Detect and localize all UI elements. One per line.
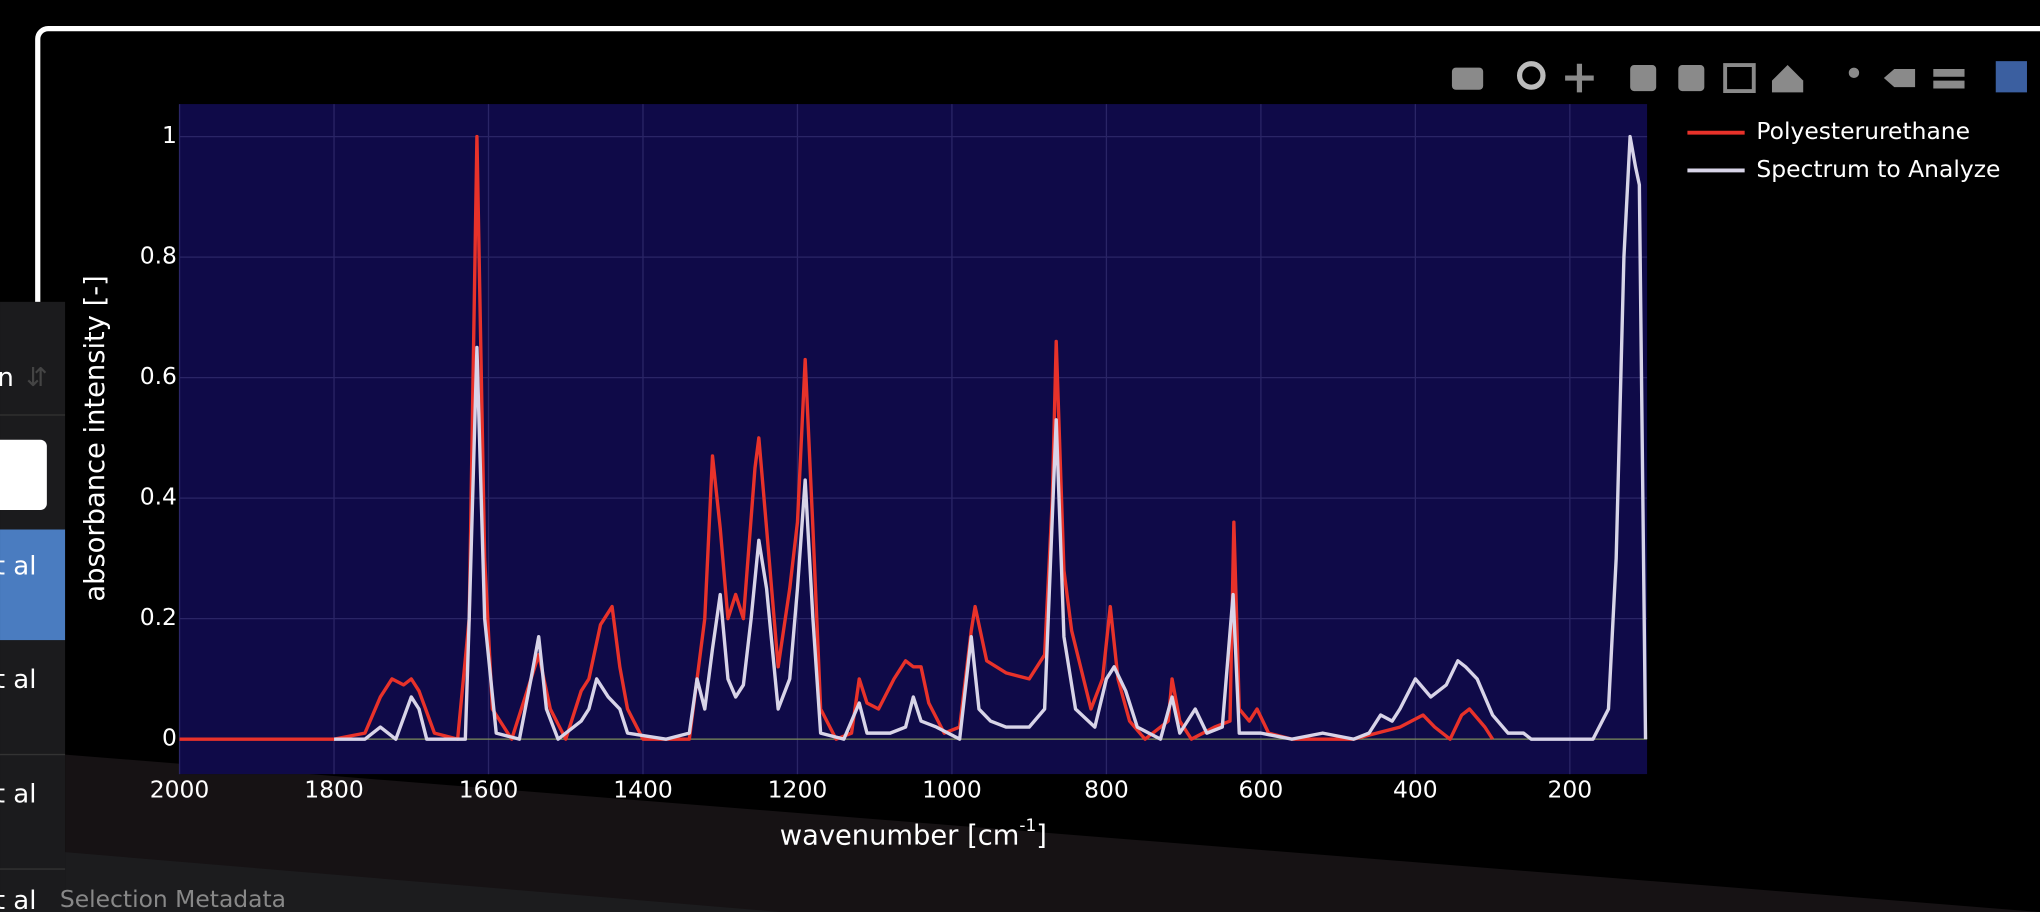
y-tick-label: 0.8 [140,242,177,270]
legend-label: Spectrum to Analyze [1756,155,2000,183]
input-box[interactable] [0,439,47,510]
sidebar-text[interactable]: t al [0,886,36,912]
zoom-in-button[interactable] [1630,65,1657,92]
y-axis-title: absorbance intensity [-] [80,275,111,601]
y-tick-label: 0 [162,724,177,752]
x-tick-label: 2000 [150,776,210,804]
spike-button[interactable] [1848,67,1860,79]
x-tick-label: 1400 [613,776,673,804]
section-title: Selection Metadata [60,885,286,912]
plotly-logo[interactable] [1995,61,2027,93]
x-tick-label: 1200 [768,776,828,804]
y-tick-label: 0.6 [140,362,177,390]
sidebar-text[interactable]: t al [0,552,36,582]
x-tick-label: 1600 [459,776,519,804]
y-tick-label: 0.2 [140,603,177,631]
sort-icon[interactable]: ⇵ [26,363,48,393]
sidebar-text[interactable]: t al [0,779,36,809]
x-tick-label: 800 [1084,776,1129,804]
toolbar [1451,61,2027,94]
zoom-out-button[interactable] [1678,65,1705,92]
y-tick-label: 0.4 [140,483,177,511]
series-line [334,134,1648,741]
sidebar-text: n [0,363,14,393]
hover-closest-button[interactable] [1883,68,1916,88]
x-tick-label: 200 [1547,776,1592,804]
x-tick-label: 400 [1393,776,1438,804]
y-tick-label: 1 [162,121,177,149]
x-axis-title-sup: -1 [1019,815,1036,835]
x-tick-label: 1800 [304,776,364,804]
x-axis-title-text: wavenumber [cm [780,820,1020,851]
zoom-button[interactable] [1516,61,1546,90]
selected-row[interactable] [0,529,66,641]
camera-button[interactable] [1451,67,1484,90]
pan-button[interactable] [1565,63,1594,93]
legend-label: Polyesterurethane [1756,117,1970,145]
x-tick-label: 1000 [922,776,982,804]
sidebar-text[interactable]: t al [0,665,36,695]
x-axis-title: wavenumber [cm-1] [780,815,1047,851]
x-tick-label: 600 [1239,776,1284,804]
home-button[interactable] [1771,65,1804,93]
backdrop-shade [65,852,781,912]
autoscale-button[interactable] [1723,63,1756,94]
x-axis-title-suffix: ] [1036,820,1047,851]
plot-area [179,104,1648,775]
hover-compare-button[interactable] [1933,68,1965,89]
